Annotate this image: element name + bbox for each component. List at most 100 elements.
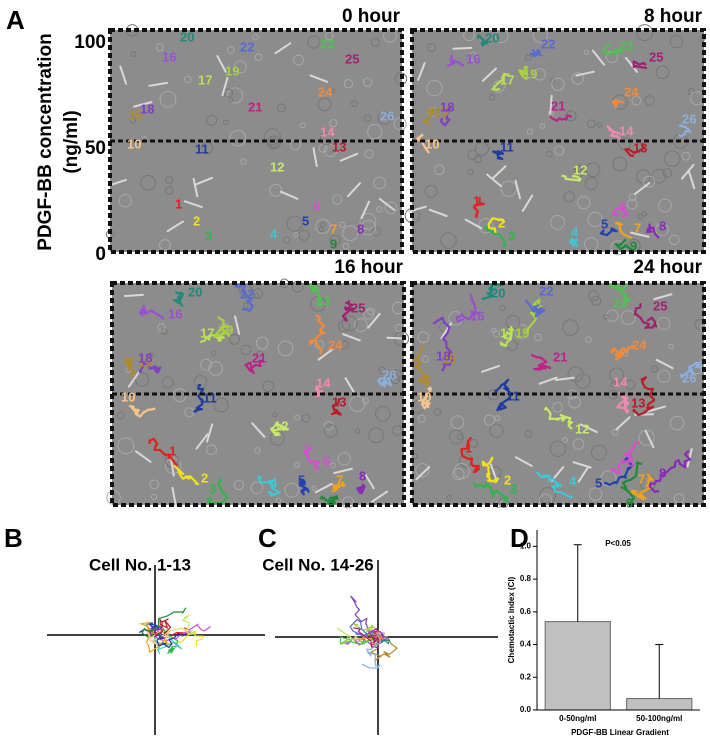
cell-label: 25 (345, 51, 359, 66)
image-texture (456, 433, 464, 441)
cell-track (492, 149, 505, 160)
cell-label: 16 (466, 51, 480, 66)
cell-track (615, 221, 633, 240)
image-texture (269, 183, 283, 197)
cell-track (611, 98, 624, 109)
cell-body (194, 176, 213, 186)
image-texture (610, 381, 617, 388)
trajectory (349, 618, 379, 638)
image-texture (373, 176, 386, 190)
image-texture (337, 320, 351, 333)
cell-label: 4 (571, 224, 579, 239)
image-texture (339, 340, 349, 350)
panel-title: Cell No. 1-13 (89, 555, 191, 574)
image-texture (433, 408, 442, 417)
cell-body (653, 293, 673, 301)
image-texture (298, 229, 310, 241)
cell-track (415, 133, 430, 154)
image-texture (572, 438, 585, 450)
cell-label: 23 (619, 38, 633, 53)
cell-body (687, 170, 696, 190)
y-tick-label: 0.4 (520, 640, 532, 649)
cell-label: 22 (240, 39, 254, 54)
image-texture (417, 414, 426, 423)
cell-track (609, 441, 640, 475)
image-texture (658, 198, 672, 213)
y-axis-label: Chemotactic Index (CI) (507, 576, 516, 663)
cell-label: 10 (417, 389, 431, 404)
cell-body (577, 465, 590, 483)
y-tick-label: 0.6 (520, 607, 532, 616)
cell-body (371, 490, 389, 503)
image-texture (534, 333, 542, 342)
cell-track (314, 385, 324, 398)
cell-label: 16 (168, 306, 182, 321)
cell-label: 22 (541, 36, 555, 51)
cell-track (138, 362, 162, 374)
image-texture (323, 143, 338, 158)
cell-body (407, 205, 427, 213)
cell-label: 14 (619, 123, 634, 138)
image-texture (549, 77, 556, 84)
image-texture (269, 430, 285, 446)
cell-track (331, 481, 346, 493)
image-texture (549, 440, 567, 458)
trajectory (369, 635, 399, 662)
image-texture (254, 447, 261, 454)
image-texture (140, 174, 157, 191)
cell-track (244, 359, 264, 375)
cell-body (491, 165, 507, 180)
image-texture (628, 193, 637, 202)
cell-label: 20 (491, 285, 505, 300)
cell-label: 7 (634, 220, 641, 235)
cell-body (591, 49, 606, 66)
image-border (410, 281, 706, 507)
cell-label: 7 (336, 472, 343, 487)
image-texture (360, 219, 377, 236)
cell-body (346, 182, 362, 198)
image-texture (390, 374, 401, 385)
image-texture (467, 168, 474, 176)
cell-track (213, 316, 231, 339)
cell-label: 8 (357, 221, 364, 236)
cell-track (561, 174, 582, 182)
cell-body (221, 76, 229, 97)
cell-body (251, 422, 266, 438)
cell-label: 9 (630, 238, 637, 253)
image-texture (354, 428, 361, 434)
image-texture (256, 350, 263, 358)
image-texture (226, 87, 244, 104)
conc-tick-label: 50 (85, 138, 106, 159)
cell-label: 23 (316, 293, 330, 308)
cell-track (148, 437, 178, 467)
image-texture (150, 493, 158, 501)
cell-label: 17 (198, 72, 212, 87)
image-texture (612, 156, 628, 172)
cell-track (446, 54, 465, 67)
cell-track (632, 60, 648, 70)
image-texture (561, 437, 568, 444)
cell-label: 1 (473, 193, 480, 208)
image-texture (620, 310, 636, 326)
image-texture (499, 304, 506, 311)
time-label: 24 hour (633, 257, 702, 278)
cell-track (569, 237, 579, 248)
cell-track (412, 344, 431, 386)
image-texture (341, 315, 358, 332)
image-texture (524, 54, 532, 62)
image-texture (159, 239, 171, 251)
cell-body (279, 190, 299, 200)
image-texture (417, 331, 430, 344)
image-texture (240, 158, 247, 165)
cell-label: 5 (601, 216, 608, 231)
image-texture (587, 119, 596, 129)
image-texture (263, 128, 281, 146)
image-texture (118, 194, 132, 208)
cell-label: 1 (465, 440, 472, 455)
image-texture (307, 35, 321, 49)
image-texture (573, 165, 586, 178)
cell-label: 12 (573, 162, 587, 177)
image-texture (324, 420, 334, 431)
image-texture (669, 35, 684, 49)
cell-body (148, 81, 169, 87)
